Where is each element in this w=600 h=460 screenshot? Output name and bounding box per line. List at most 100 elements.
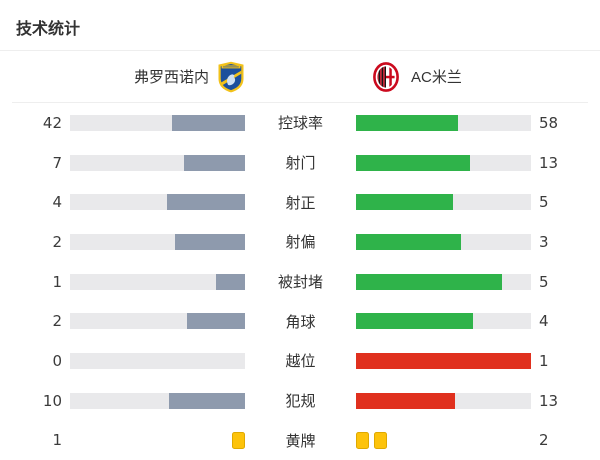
home-bar-fill bbox=[186, 313, 245, 330]
home-bar-cell bbox=[70, 392, 245, 409]
stat-label: 射偏 bbox=[285, 234, 316, 252]
away-value: 5 bbox=[539, 193, 549, 212]
home-team-name: 弗罗西诺内 bbox=[133, 69, 209, 86]
frosinone-crest-icon bbox=[218, 61, 244, 92]
stat-row: 2 角球 4 bbox=[0, 301, 600, 341]
away-bar-cell bbox=[356, 431, 531, 449]
page-title: 技术统计 bbox=[16, 21, 81, 38]
home-bar-cell bbox=[70, 194, 245, 211]
yellow-card-icon bbox=[374, 431, 387, 449]
away-bar bbox=[356, 352, 531, 369]
home-bar-fill bbox=[215, 273, 245, 290]
away-bar bbox=[356, 313, 531, 330]
home-bar-fill bbox=[167, 194, 245, 211]
home-team: 弗罗西诺内 bbox=[70, 61, 245, 93]
home-value: 1 bbox=[52, 431, 62, 450]
stat-row: 1 黄牌 2 bbox=[0, 420, 600, 460]
away-bar-cell bbox=[356, 313, 531, 330]
home-bar-cell bbox=[70, 154, 245, 171]
home-bar-fill bbox=[175, 233, 245, 250]
away-bar-fill bbox=[356, 352, 531, 369]
away-bar-fill bbox=[356, 392, 455, 409]
home-bar-fill bbox=[168, 392, 245, 409]
home-value: 2 bbox=[52, 312, 62, 331]
stat-label: 被封堵 bbox=[277, 274, 323, 292]
stat-label: 角球 bbox=[285, 313, 316, 331]
away-bar bbox=[356, 392, 531, 409]
stat-row: 10 犯规 13 bbox=[0, 381, 600, 421]
away-bar-fill bbox=[356, 114, 458, 131]
away-bar-cell bbox=[356, 392, 531, 409]
away-bar bbox=[356, 194, 531, 211]
away-value: 1 bbox=[539, 351, 549, 370]
home-bar bbox=[70, 392, 245, 409]
stat-row: 7 射门 13 bbox=[0, 143, 600, 183]
away-bar-cell bbox=[356, 154, 531, 171]
away-bar-fill bbox=[356, 273, 502, 290]
away-bar-cell bbox=[356, 114, 531, 131]
stat-label: 控球率 bbox=[277, 115, 323, 133]
stat-label: 犯规 bbox=[285, 393, 316, 411]
teams-header: 弗罗西诺内 bbox=[0, 51, 600, 102]
yellow-card-icon bbox=[356, 431, 369, 449]
away-bar-fill bbox=[356, 233, 461, 250]
yellow-card-icon bbox=[232, 431, 245, 449]
away-bar bbox=[356, 233, 531, 250]
home-bar bbox=[70, 154, 245, 171]
home-bar bbox=[70, 431, 245, 449]
home-value: 4 bbox=[52, 193, 62, 212]
home-value: 2 bbox=[52, 232, 62, 251]
away-bar-cell bbox=[356, 194, 531, 211]
away-bar-cell bbox=[356, 273, 531, 290]
away-value: 13 bbox=[539, 153, 559, 172]
away-bar-fill bbox=[356, 313, 473, 330]
away-bar bbox=[356, 431, 531, 449]
away-value: 3 bbox=[539, 232, 549, 251]
stat-label: 越位 bbox=[285, 353, 316, 371]
stat-row: 2 射偏 3 bbox=[0, 222, 600, 262]
stats-rows: 42 控球率 58 7 射门 13 4 bbox=[0, 103, 600, 460]
home-bar-cell bbox=[70, 273, 245, 290]
home-bar-fill bbox=[183, 154, 245, 171]
home-value: 10 bbox=[42, 391, 62, 410]
home-bar-fill bbox=[171, 114, 245, 131]
home-value: 0 bbox=[52, 351, 62, 370]
stat-row: 0 越位 1 bbox=[0, 341, 600, 381]
home-bar bbox=[70, 352, 245, 369]
stat-label: 黄牌 bbox=[285, 432, 316, 450]
home-value: 1 bbox=[52, 272, 62, 291]
home-bar-cell bbox=[70, 431, 245, 449]
divider-top bbox=[0, 50, 600, 51]
away-bar-fill bbox=[356, 154, 470, 171]
away-bar-fill bbox=[356, 194, 454, 211]
stat-row: 4 射正 5 bbox=[0, 182, 600, 222]
home-bar-cell bbox=[70, 352, 245, 369]
away-team-name: AC米兰 bbox=[411, 69, 462, 86]
away-bar bbox=[356, 273, 531, 290]
home-value: 7 bbox=[52, 153, 62, 172]
away-value: 58 bbox=[539, 113, 559, 132]
away-value: 13 bbox=[539, 391, 559, 410]
home-bar bbox=[70, 273, 245, 290]
ac-milan-crest-icon bbox=[373, 61, 399, 92]
home-bar bbox=[70, 194, 245, 211]
divider-header bbox=[12, 102, 588, 103]
stat-label: 射正 bbox=[285, 194, 316, 212]
stat-row: 1 被封堵 5 bbox=[0, 262, 600, 302]
stat-row: 42 控球率 58 bbox=[0, 103, 600, 143]
home-bar-cell bbox=[70, 313, 245, 330]
away-bar-cell bbox=[356, 352, 531, 369]
away-bar bbox=[356, 154, 531, 171]
away-value: 4 bbox=[539, 312, 549, 331]
away-value: 2 bbox=[539, 431, 549, 450]
home-bar bbox=[70, 313, 245, 330]
home-bar-cell bbox=[70, 114, 245, 131]
away-bar bbox=[356, 114, 531, 131]
home-bar bbox=[70, 233, 245, 250]
away-value: 5 bbox=[539, 272, 549, 291]
home-bar-cell bbox=[70, 233, 245, 250]
away-bar-cell bbox=[356, 233, 531, 250]
home-bar bbox=[70, 114, 245, 131]
away-team: AC米兰 bbox=[356, 61, 531, 92]
